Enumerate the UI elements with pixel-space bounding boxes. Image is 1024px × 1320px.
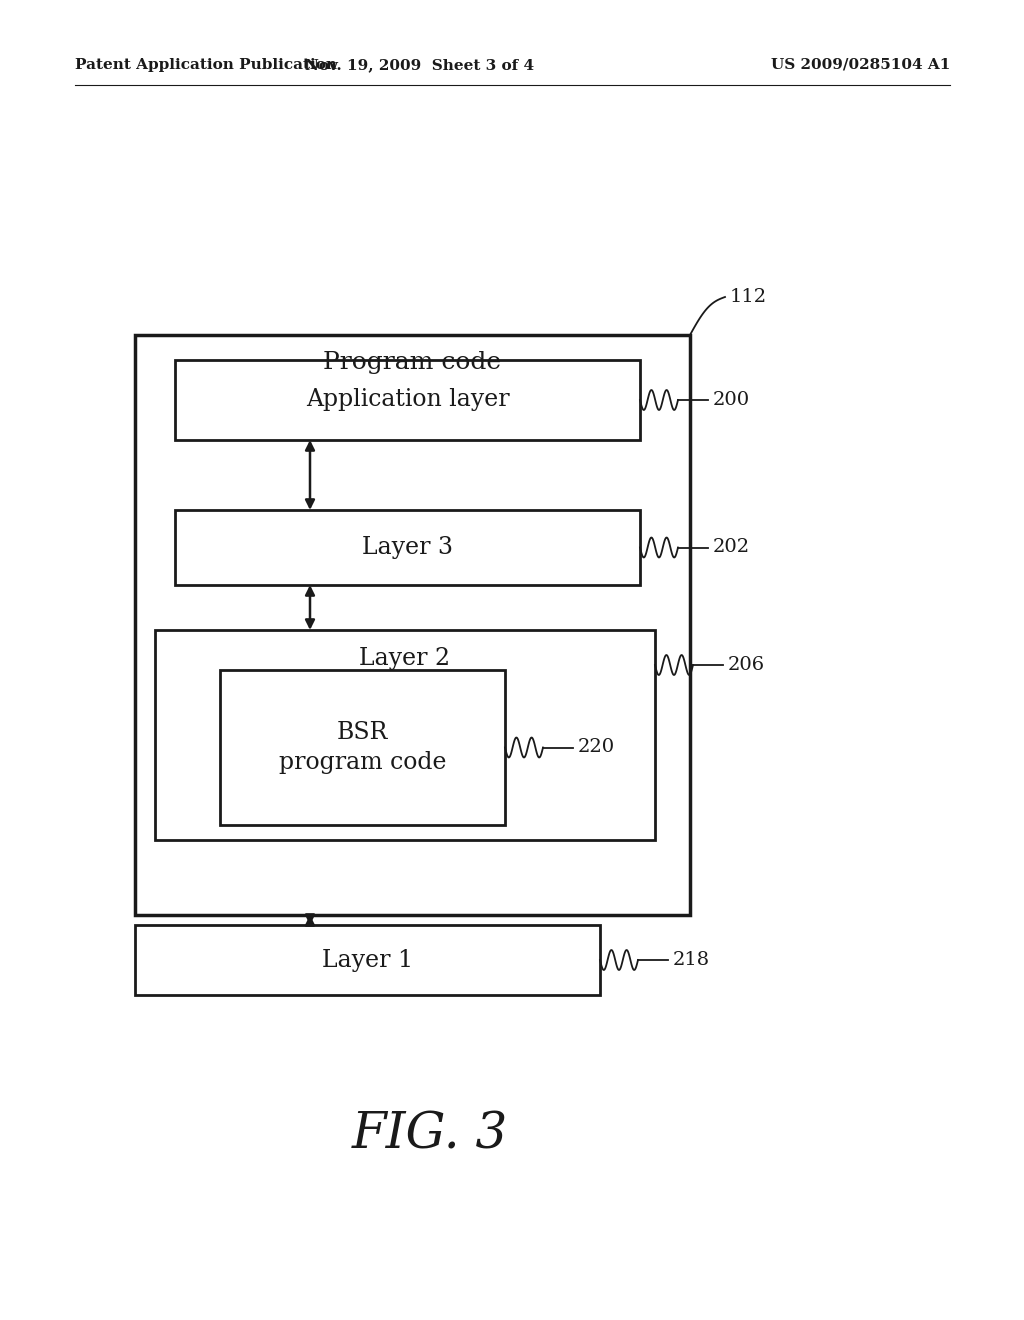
- Text: Layer 3: Layer 3: [362, 536, 453, 558]
- Text: Layer 2: Layer 2: [359, 647, 451, 669]
- Text: FIG. 3: FIG. 3: [352, 1110, 508, 1160]
- Text: 200: 200: [713, 391, 751, 409]
- Bar: [175, 510, 640, 585]
- Bar: [155, 630, 655, 840]
- Text: 218: 218: [673, 950, 710, 969]
- Text: 220: 220: [578, 738, 615, 756]
- Text: 112: 112: [730, 288, 767, 306]
- Bar: [135, 925, 600, 995]
- Text: Layer 1: Layer 1: [322, 949, 413, 972]
- Text: 206: 206: [728, 656, 765, 675]
- Text: Nov. 19, 2009  Sheet 3 of 4: Nov. 19, 2009 Sheet 3 of 4: [305, 58, 535, 73]
- Text: 202: 202: [713, 539, 751, 557]
- Text: Application layer: Application layer: [306, 388, 509, 412]
- Bar: [220, 671, 505, 825]
- Text: Program code: Program code: [324, 351, 502, 375]
- Text: Patent Application Publication: Patent Application Publication: [75, 58, 337, 73]
- Text: US 2009/0285104 A1: US 2009/0285104 A1: [771, 58, 950, 73]
- Bar: [135, 335, 690, 915]
- Bar: [175, 360, 640, 440]
- Text: BSR
program code: BSR program code: [279, 721, 446, 774]
